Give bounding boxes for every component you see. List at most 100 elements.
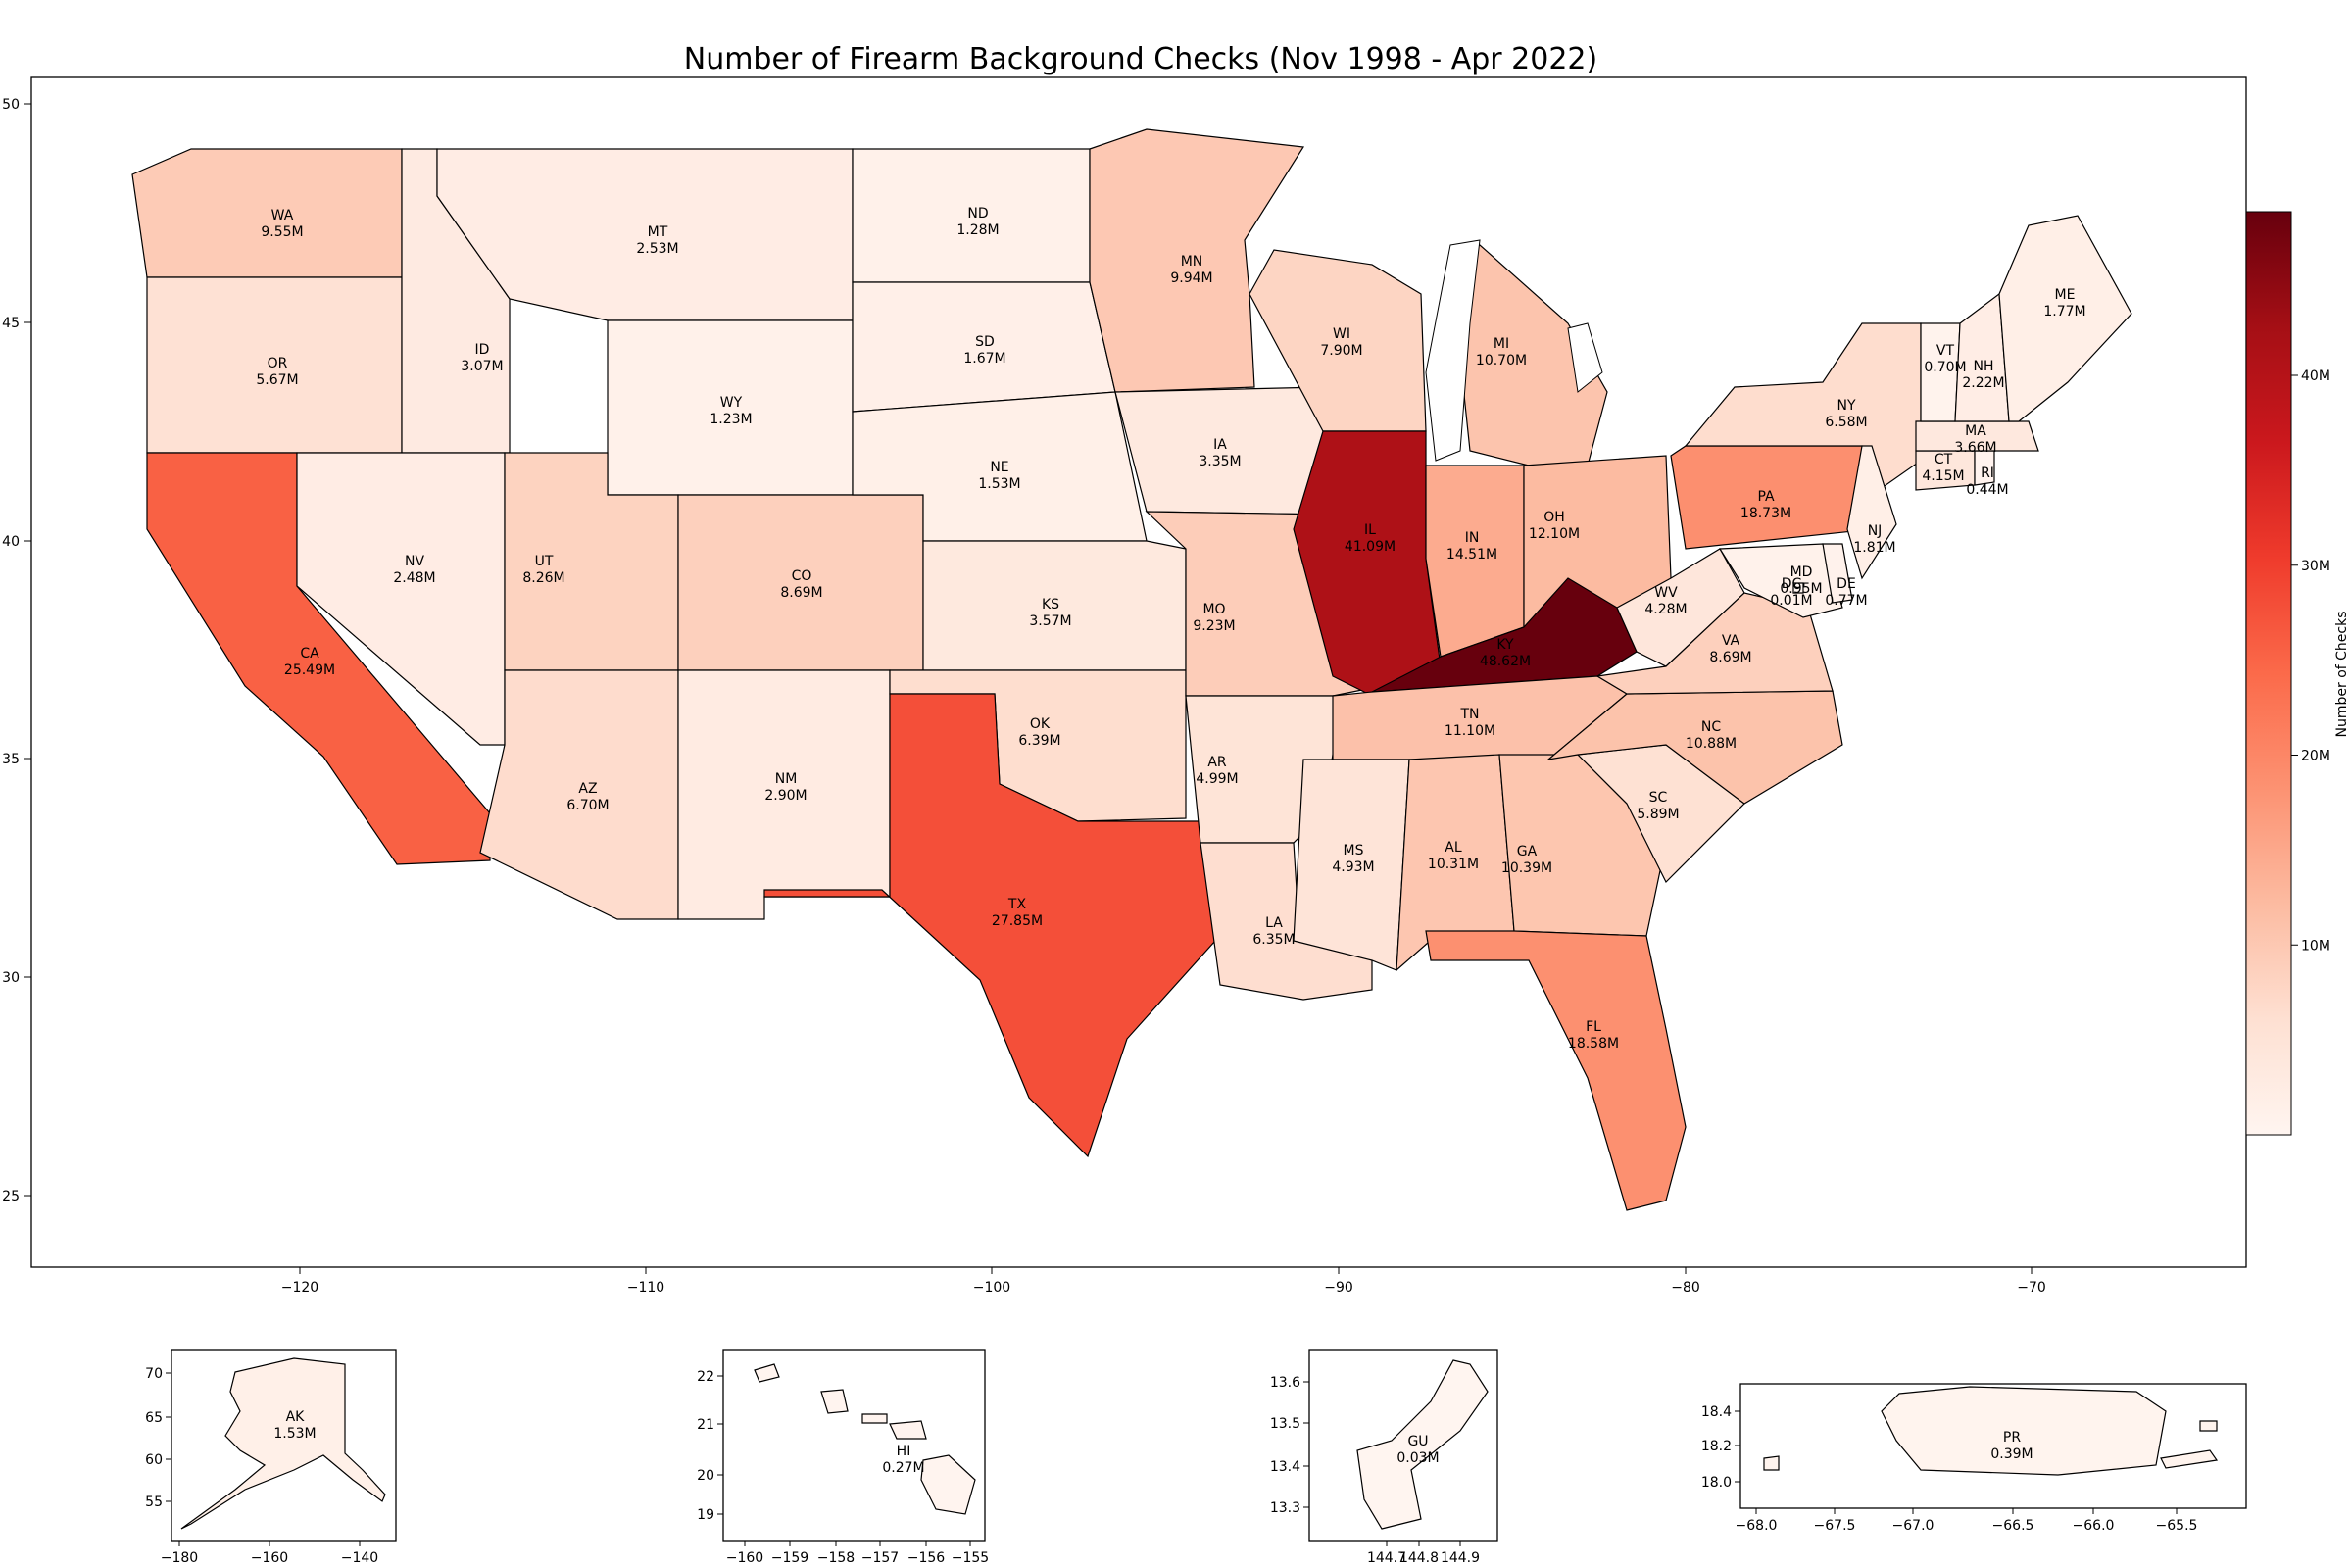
state-abbr-DC: DC xyxy=(1782,576,1802,592)
state-value-ND: 1.28M xyxy=(956,222,999,238)
state-abbr-ID: ID xyxy=(475,342,490,358)
state-abbr-WY: WY xyxy=(720,395,743,411)
state-value-CA: 25.49M xyxy=(284,662,335,678)
inset-abbr-GU: GU xyxy=(1407,1434,1428,1449)
inset-abbr-PR: PR xyxy=(2003,1430,2021,1446)
x-tick-label: −90 xyxy=(1324,1280,1353,1296)
states-layer xyxy=(131,128,2132,1211)
inset-x-tick-label: −66.5 xyxy=(1992,1518,2034,1534)
state-value-MA: 3.66M xyxy=(1954,440,1996,456)
state-value-TX: 27.85M xyxy=(992,913,1043,929)
inset-y-tick-label: 19 xyxy=(697,1507,714,1523)
state-value-FL: 18.58M xyxy=(1568,1036,1619,1052)
inset-HI-shape-3 xyxy=(861,1413,888,1424)
state-NJ xyxy=(1846,445,1897,580)
y-tick-label: 30 xyxy=(2,970,20,986)
state-abbr-OH: OH xyxy=(1544,510,1565,525)
inset-y-tick-label: 20 xyxy=(697,1468,714,1484)
state-value-NH: 2.22M xyxy=(1962,375,2004,391)
inset-y-tick-label: 60 xyxy=(145,1452,163,1468)
x-tick-label: −110 xyxy=(627,1280,664,1296)
state-value-IN: 14.51M xyxy=(1446,547,1497,563)
state-abbr-AR: AR xyxy=(1207,755,1227,770)
inset-HI-shape-2 xyxy=(820,1389,849,1414)
state-value-PA: 18.73M xyxy=(1740,506,1791,521)
x-tick-label: −120 xyxy=(281,1280,318,1296)
inset-y-tick-label: 13.5 xyxy=(1270,1416,1300,1432)
state-value-VT: 0.70M xyxy=(1924,360,1966,375)
state-abbr-WI: WI xyxy=(1333,326,1350,342)
inset-x-tick-label: −67.0 xyxy=(1892,1518,1935,1534)
inset-AK-shape xyxy=(180,1357,386,1530)
state-value-TN: 11.10M xyxy=(1445,723,1495,739)
state-abbr-ND: ND xyxy=(967,206,988,221)
state-value-OH: 12.10M xyxy=(1529,526,1580,542)
state-abbr-OR: OR xyxy=(268,356,288,371)
colorbar-gradient xyxy=(2245,211,2292,1136)
state-FL xyxy=(1425,930,1687,1211)
state-value-NC: 10.88M xyxy=(1686,736,1737,752)
state-value-WV: 4.28M xyxy=(1644,602,1687,617)
inset-y-tick-label: 13.4 xyxy=(1270,1459,1300,1475)
state-abbr-MO: MO xyxy=(1202,602,1225,617)
state-abbr-IL: IL xyxy=(1364,522,1376,538)
inset-HI: −160 −159 −158 −157 −156 −155 19 20 21 22 xyxy=(697,1349,989,1566)
colorbar-tick-label: 30M xyxy=(2301,559,2330,574)
state-value-KY: 48.62M xyxy=(1480,654,1531,669)
state-abbr-ME: ME xyxy=(2055,287,2076,303)
state-value-AZ: 6.70M xyxy=(566,798,609,813)
state-abbr-VA: VA xyxy=(1722,633,1740,649)
state-value-NV: 2.48M xyxy=(393,570,435,586)
state-value-IL: 41.09M xyxy=(1345,539,1396,555)
state-value-OR: 5.67M xyxy=(256,372,298,388)
state-abbr-CA: CA xyxy=(300,646,319,662)
inset-y-tick-label: 70 xyxy=(145,1366,163,1382)
inset-y-tick-label: 18.0 xyxy=(1701,1475,1732,1491)
inset-x-tick-label: 144.9 xyxy=(1441,1550,1480,1566)
state-abbr-RI: RI xyxy=(1981,466,1994,481)
state-value-OK: 6.39M xyxy=(1018,733,1060,749)
state-DE xyxy=(1822,543,1853,604)
inset-GU-frame xyxy=(1308,1349,1498,1542)
state-value-MI: 10.70M xyxy=(1476,353,1527,368)
state-value-WY: 1.23M xyxy=(710,412,752,427)
state-value-IA: 3.35M xyxy=(1199,454,1241,469)
inset-AK: −180 −160 −140 55 60 65 70 xyxy=(145,1349,397,1566)
inset-value-PR: 0.39M xyxy=(1990,1446,2033,1462)
chart-title: Number of Firearm Background Checks (Nov… xyxy=(684,42,1597,76)
state-abbr-MI: MI xyxy=(1494,336,1509,352)
state-abbr-CO: CO xyxy=(792,568,812,584)
state-abbr-MD: MD xyxy=(1790,564,1813,580)
state-value-UT: 8.26M xyxy=(522,570,564,586)
inset-y-tick-label: 18.2 xyxy=(1701,1439,1732,1454)
state-WA xyxy=(131,148,403,278)
inset-labels: AK1.53M HI0.27M GU0.03M PR0.39M xyxy=(273,1409,2033,1476)
state-MI xyxy=(1449,244,1608,466)
state-abbr-IN: IN xyxy=(1465,530,1480,546)
state-abbr-LA: LA xyxy=(1265,915,1283,931)
state-value-NM: 2.90M xyxy=(764,788,807,804)
inset-PR-shape-mona xyxy=(1763,1455,1780,1471)
state-abbr-WA: WA xyxy=(271,208,294,223)
state-LA xyxy=(1200,842,1373,1001)
inset-x-tick-label: −68.0 xyxy=(1736,1518,1778,1534)
state-KY xyxy=(1371,577,1638,693)
colorbar-label: Number of Checks xyxy=(2334,612,2350,738)
inset-HI-shape-5 xyxy=(920,1454,976,1515)
state-abbr-UT: UT xyxy=(535,554,554,569)
state-abbr-VT: VT xyxy=(1936,343,1955,359)
state-abbr-PA: PA xyxy=(1757,489,1775,505)
state-value-LA: 6.35M xyxy=(1252,932,1295,948)
inset-x-tick-label: −158 xyxy=(817,1550,855,1566)
inset-value-GU: 0.03M xyxy=(1396,1450,1439,1466)
inset-HI-shape-1 xyxy=(754,1363,780,1383)
state-abbr-OK: OK xyxy=(1030,716,1051,732)
inset-PR-shape-main xyxy=(1881,1386,2167,1476)
state-abbr-NM: NM xyxy=(775,771,798,787)
state-MD xyxy=(1718,543,1843,618)
inset-x-tick-label: −159 xyxy=(771,1550,808,1566)
state-value-CO: 8.69M xyxy=(780,585,822,601)
state-value-KS: 3.57M xyxy=(1029,613,1071,629)
